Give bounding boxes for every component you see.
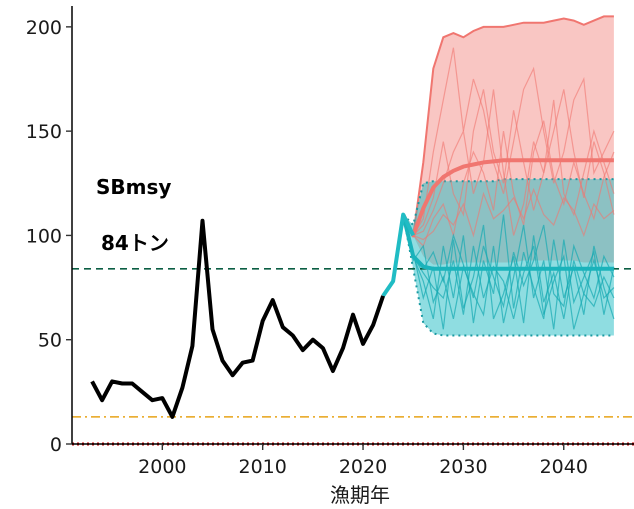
x-tick-label-2000: 2000: [138, 456, 186, 478]
trajectory-a-4: [402, 89, 615, 237]
projection-a-band-upper: [412, 15, 614, 236]
y-tick-label-150: 150: [26, 121, 62, 143]
y-tick-label-200: 200: [26, 17, 62, 39]
trajectory-a-5: [402, 187, 615, 241]
trajectory-a-3: [402, 120, 615, 248]
y-tick-label-100: 100: [26, 225, 62, 247]
sample-trajectories: [402, 47, 615, 330]
x-tick-label-2040: 2040: [540, 456, 588, 478]
trajectory-b-2: [402, 214, 615, 330]
x-axis-title: 漁期年: [330, 483, 390, 507]
y-tick-label-50: 50: [38, 330, 62, 352]
projection-b-median-line: [401, 214, 614, 271]
series-lines: [90, 158, 614, 419]
projection-b-band-lower: [402, 214, 614, 337]
transition-line: [381, 212, 416, 298]
x-tick-label-2020: 2020: [339, 456, 387, 478]
x-tick-label-2030: 2030: [439, 456, 487, 478]
axes: 0 50 100 150 200 2000 2010 2020 2030 2040: [26, 6, 634, 478]
trajectory-a-1: [402, 47, 615, 237]
x-tick-label-2010: 2010: [238, 456, 286, 478]
annotation-sbmsy-label: SBmsy: [96, 175, 171, 199]
trajectory-b-4: [402, 214, 615, 330]
annotation-sbmsy-value: 84トン: [101, 231, 169, 255]
y-tick-label-0: 0: [50, 434, 62, 456]
trajectory-b-5: [402, 214, 615, 309]
historical-line: [90, 218, 385, 419]
projection-a-median-line: [401, 158, 614, 238]
